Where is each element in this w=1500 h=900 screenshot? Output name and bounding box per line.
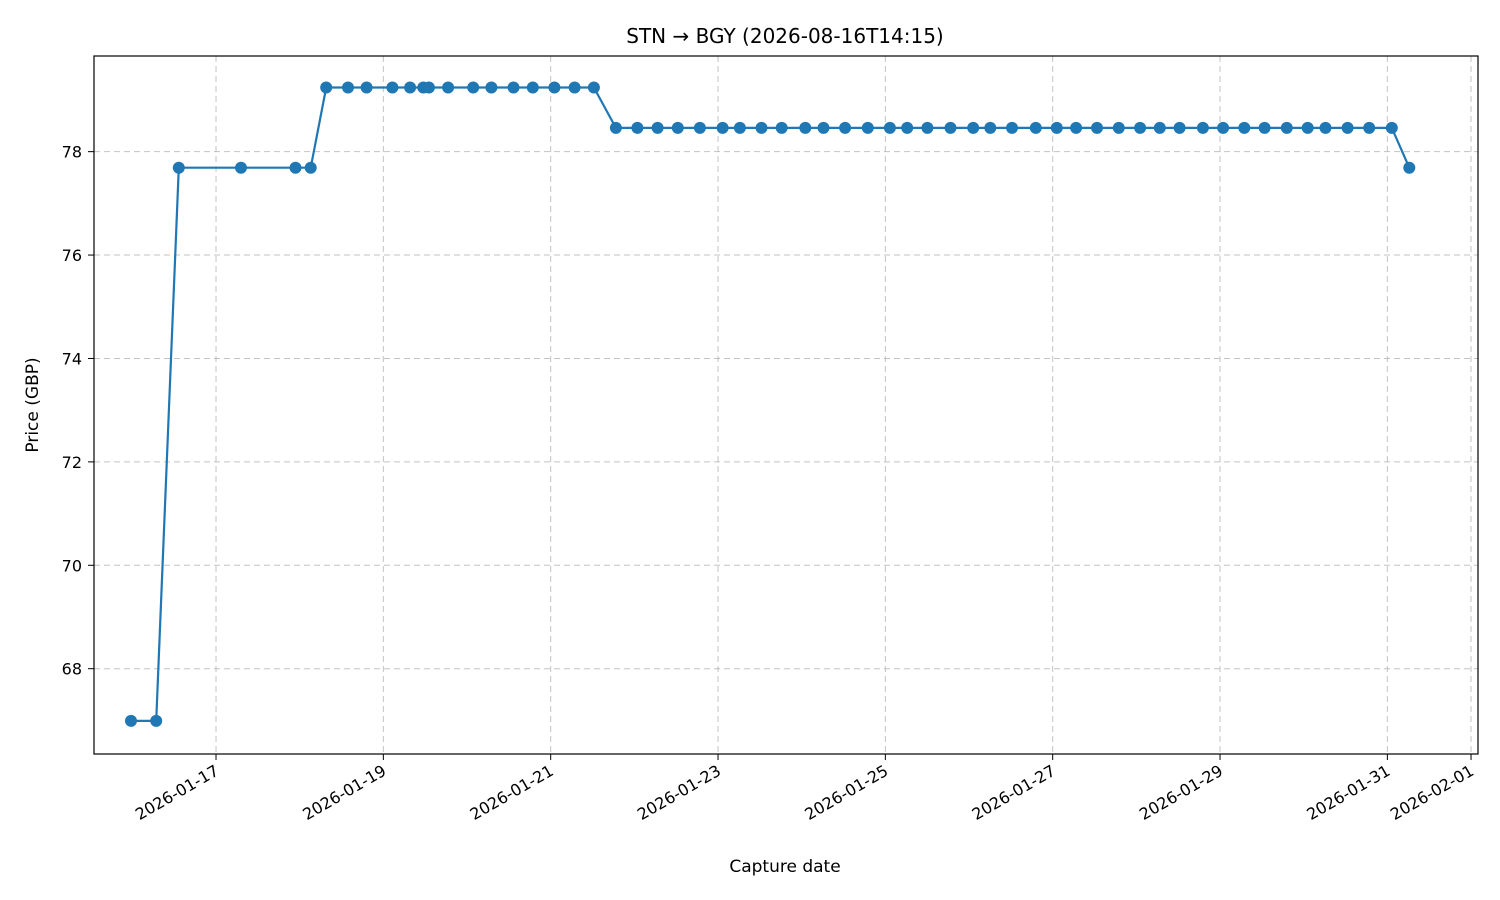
data-point <box>235 161 247 174</box>
data-point <box>1319 121 1332 134</box>
data-point <box>651 121 664 134</box>
data-point <box>693 121 706 134</box>
data-point <box>386 81 399 94</box>
data-point <box>733 121 746 134</box>
data-point <box>1341 121 1354 134</box>
y-axis: 68 70 72 74 76 78 <box>62 143 94 679</box>
grid <box>94 56 1478 754</box>
data-point <box>1070 121 1083 134</box>
data-point <box>1173 121 1186 134</box>
data-point <box>467 81 480 94</box>
data-point <box>320 81 333 94</box>
data-point <box>1385 121 1398 134</box>
data-point <box>1029 121 1042 134</box>
data-point <box>901 121 914 134</box>
y-tick-label: 76 <box>62 246 82 265</box>
data-point <box>360 81 373 94</box>
data-point <box>1238 121 1251 134</box>
data-point <box>304 161 317 174</box>
data-point <box>568 81 581 94</box>
data-point <box>944 121 957 134</box>
data-point <box>1112 121 1125 134</box>
data-point <box>716 121 729 134</box>
data-point <box>1050 121 1063 134</box>
data-point <box>609 121 622 134</box>
data-point <box>1196 121 1209 134</box>
y-tick-label: 72 <box>62 453 82 472</box>
data-point <box>883 121 896 134</box>
data-point <box>404 81 417 94</box>
data-point <box>799 121 812 134</box>
data-point <box>1301 121 1314 134</box>
data-point <box>507 81 520 94</box>
data-point <box>342 81 354 94</box>
y-tick-label: 78 <box>62 143 82 162</box>
data-point <box>125 714 137 727</box>
y-tick-label: 70 <box>62 556 82 575</box>
data-point <box>442 81 455 94</box>
data-point <box>1091 121 1103 134</box>
data-point <box>150 714 163 727</box>
data-point <box>289 161 302 174</box>
data-point <box>1258 121 1271 134</box>
data-point <box>755 121 768 134</box>
data-point <box>548 81 561 94</box>
data-point <box>839 121 852 134</box>
data-point <box>172 161 185 174</box>
data-point <box>1217 121 1230 134</box>
data-point <box>671 121 684 134</box>
data-point <box>1280 121 1293 134</box>
data-point <box>631 121 644 134</box>
data-point <box>1134 121 1147 134</box>
data-point <box>967 121 980 134</box>
data-point <box>1403 161 1416 174</box>
data-point <box>1153 121 1166 134</box>
data-point <box>526 81 539 94</box>
data-point <box>921 121 934 134</box>
chart-title: STN → BGY (2026-08-16T14:15) <box>626 24 943 48</box>
data-point <box>817 121 830 134</box>
data-point <box>587 81 600 94</box>
y-axis-label: Price (GBP) <box>23 357 43 452</box>
plot-frame <box>93 55 1479 755</box>
data-point <box>485 81 498 94</box>
data-point <box>861 121 874 134</box>
data-point <box>422 81 435 94</box>
y-tick-label: 68 <box>62 660 82 679</box>
y-tick-label: 74 <box>62 349 82 368</box>
data-point <box>984 121 997 134</box>
data-point <box>1006 121 1018 134</box>
x-axis-label: Capture date <box>729 857 840 877</box>
data-point <box>775 121 788 134</box>
data-point <box>1363 121 1376 134</box>
series-layer <box>125 81 1416 727</box>
